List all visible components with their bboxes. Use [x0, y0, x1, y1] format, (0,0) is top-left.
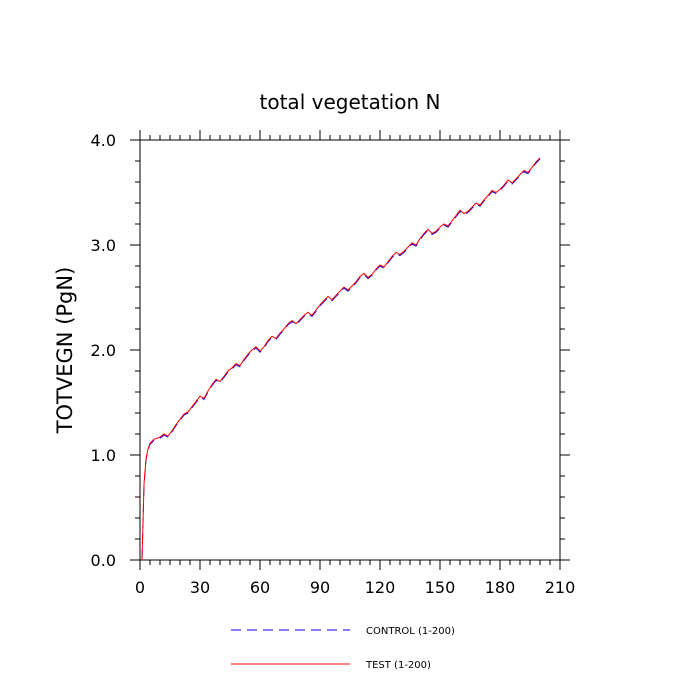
axis-ticks — [130, 130, 570, 570]
legend: CONTROL (1-200) TEST (1-200) — [231, 626, 455, 671]
series-line-test — [141, 157, 541, 561]
y-tick-label: 4.0 — [91, 131, 116, 150]
y-tick-label: 2.0 — [91, 341, 116, 360]
y-tick-label: 3.0 — [91, 236, 116, 255]
y-tick-label: 0.0 — [91, 551, 116, 570]
x-tick-label: 30 — [190, 578, 210, 597]
x-tick-label: 0 — [135, 578, 145, 597]
x-tick-label: 210 — [545, 578, 576, 597]
y-tick-label: 1.0 — [91, 446, 116, 465]
legend-label: CONTROL (1-200) — [366, 626, 455, 637]
x-tick-label: 180 — [485, 578, 516, 597]
x-tick-label: 120 — [365, 578, 396, 597]
plot-frame — [139, 139, 561, 561]
y-axis-label: TOTVEGN (PgN) — [53, 267, 77, 435]
x-tick-label: 90 — [310, 578, 330, 597]
series-lines — [141, 157, 541, 561]
axis-tick-labels: 0 30 60 90 120 150 180 210 0.0 1.0 2.0 3.0 4.0 — [91, 131, 576, 597]
x-tick-label: 150 — [425, 578, 456, 597]
legend-label: TEST (1-200) — [365, 660, 431, 671]
chart-title: total vegetation N — [260, 90, 441, 114]
series-line-control — [141, 158, 541, 561]
x-tick-label: 60 — [250, 578, 270, 597]
